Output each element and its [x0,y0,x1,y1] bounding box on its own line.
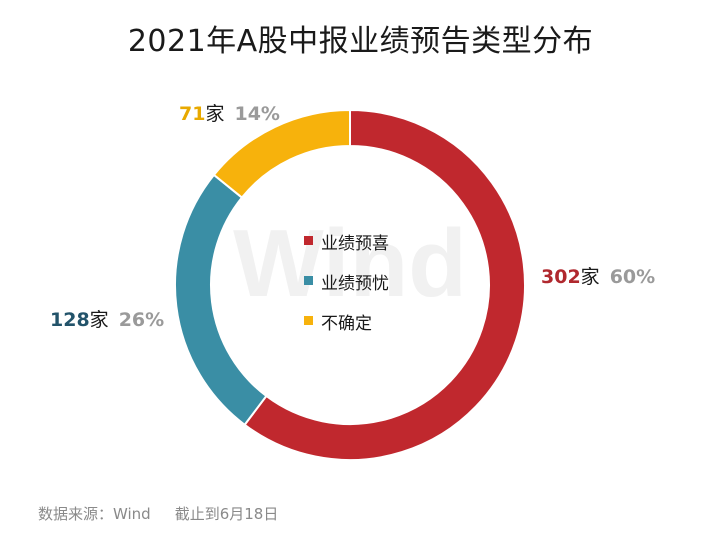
pct-positive: 60% [609,266,656,288]
legend-swatch-positive [304,236,313,245]
slice-uncertain [212,108,351,199]
legend-label-uncertain: 不确定 [321,314,372,334]
legend-swatch-uncertain [304,316,313,325]
legend-item-negative: 业绩预忧 [296,269,389,309]
watermark: Wind [233,210,467,317]
count-positive: 302 [541,266,581,288]
source-note: 数据来源：Wind 截止到6月18日 [38,503,278,524]
chart-title: 2021年A股中报业绩预告类型分布 [127,24,594,59]
data-label-negative: 128家 26% [50,305,164,332]
pct-uncertain: 14% [234,103,280,125]
cutoff-date: 截止到6月18日 [174,505,279,523]
chart-legend: 业绩预喜 业绩预忧 不确定 [296,229,389,349]
data-label-uncertain: 71家 14% [179,99,280,126]
legend-item-positive: 业绩预喜 [296,229,389,269]
slice-positive [243,108,526,461]
unit-positive: 家 [580,266,600,288]
unit-negative: 家 [89,309,109,331]
legend-label-positive: 业绩预喜 [321,234,389,254]
source-text: 数据来源：Wind [38,505,151,523]
legend-swatch-negative [304,276,313,285]
count-negative: 128 [50,309,90,331]
count-uncertain: 71 [179,103,206,125]
pct-negative: 26% [118,309,165,331]
legend-label-negative: 业绩预忧 [321,274,389,294]
data-label-positive: 302家 60% [541,262,655,289]
unit-uncertain: 家 [205,103,225,125]
legend-item-uncertain: 不确定 [296,309,389,349]
